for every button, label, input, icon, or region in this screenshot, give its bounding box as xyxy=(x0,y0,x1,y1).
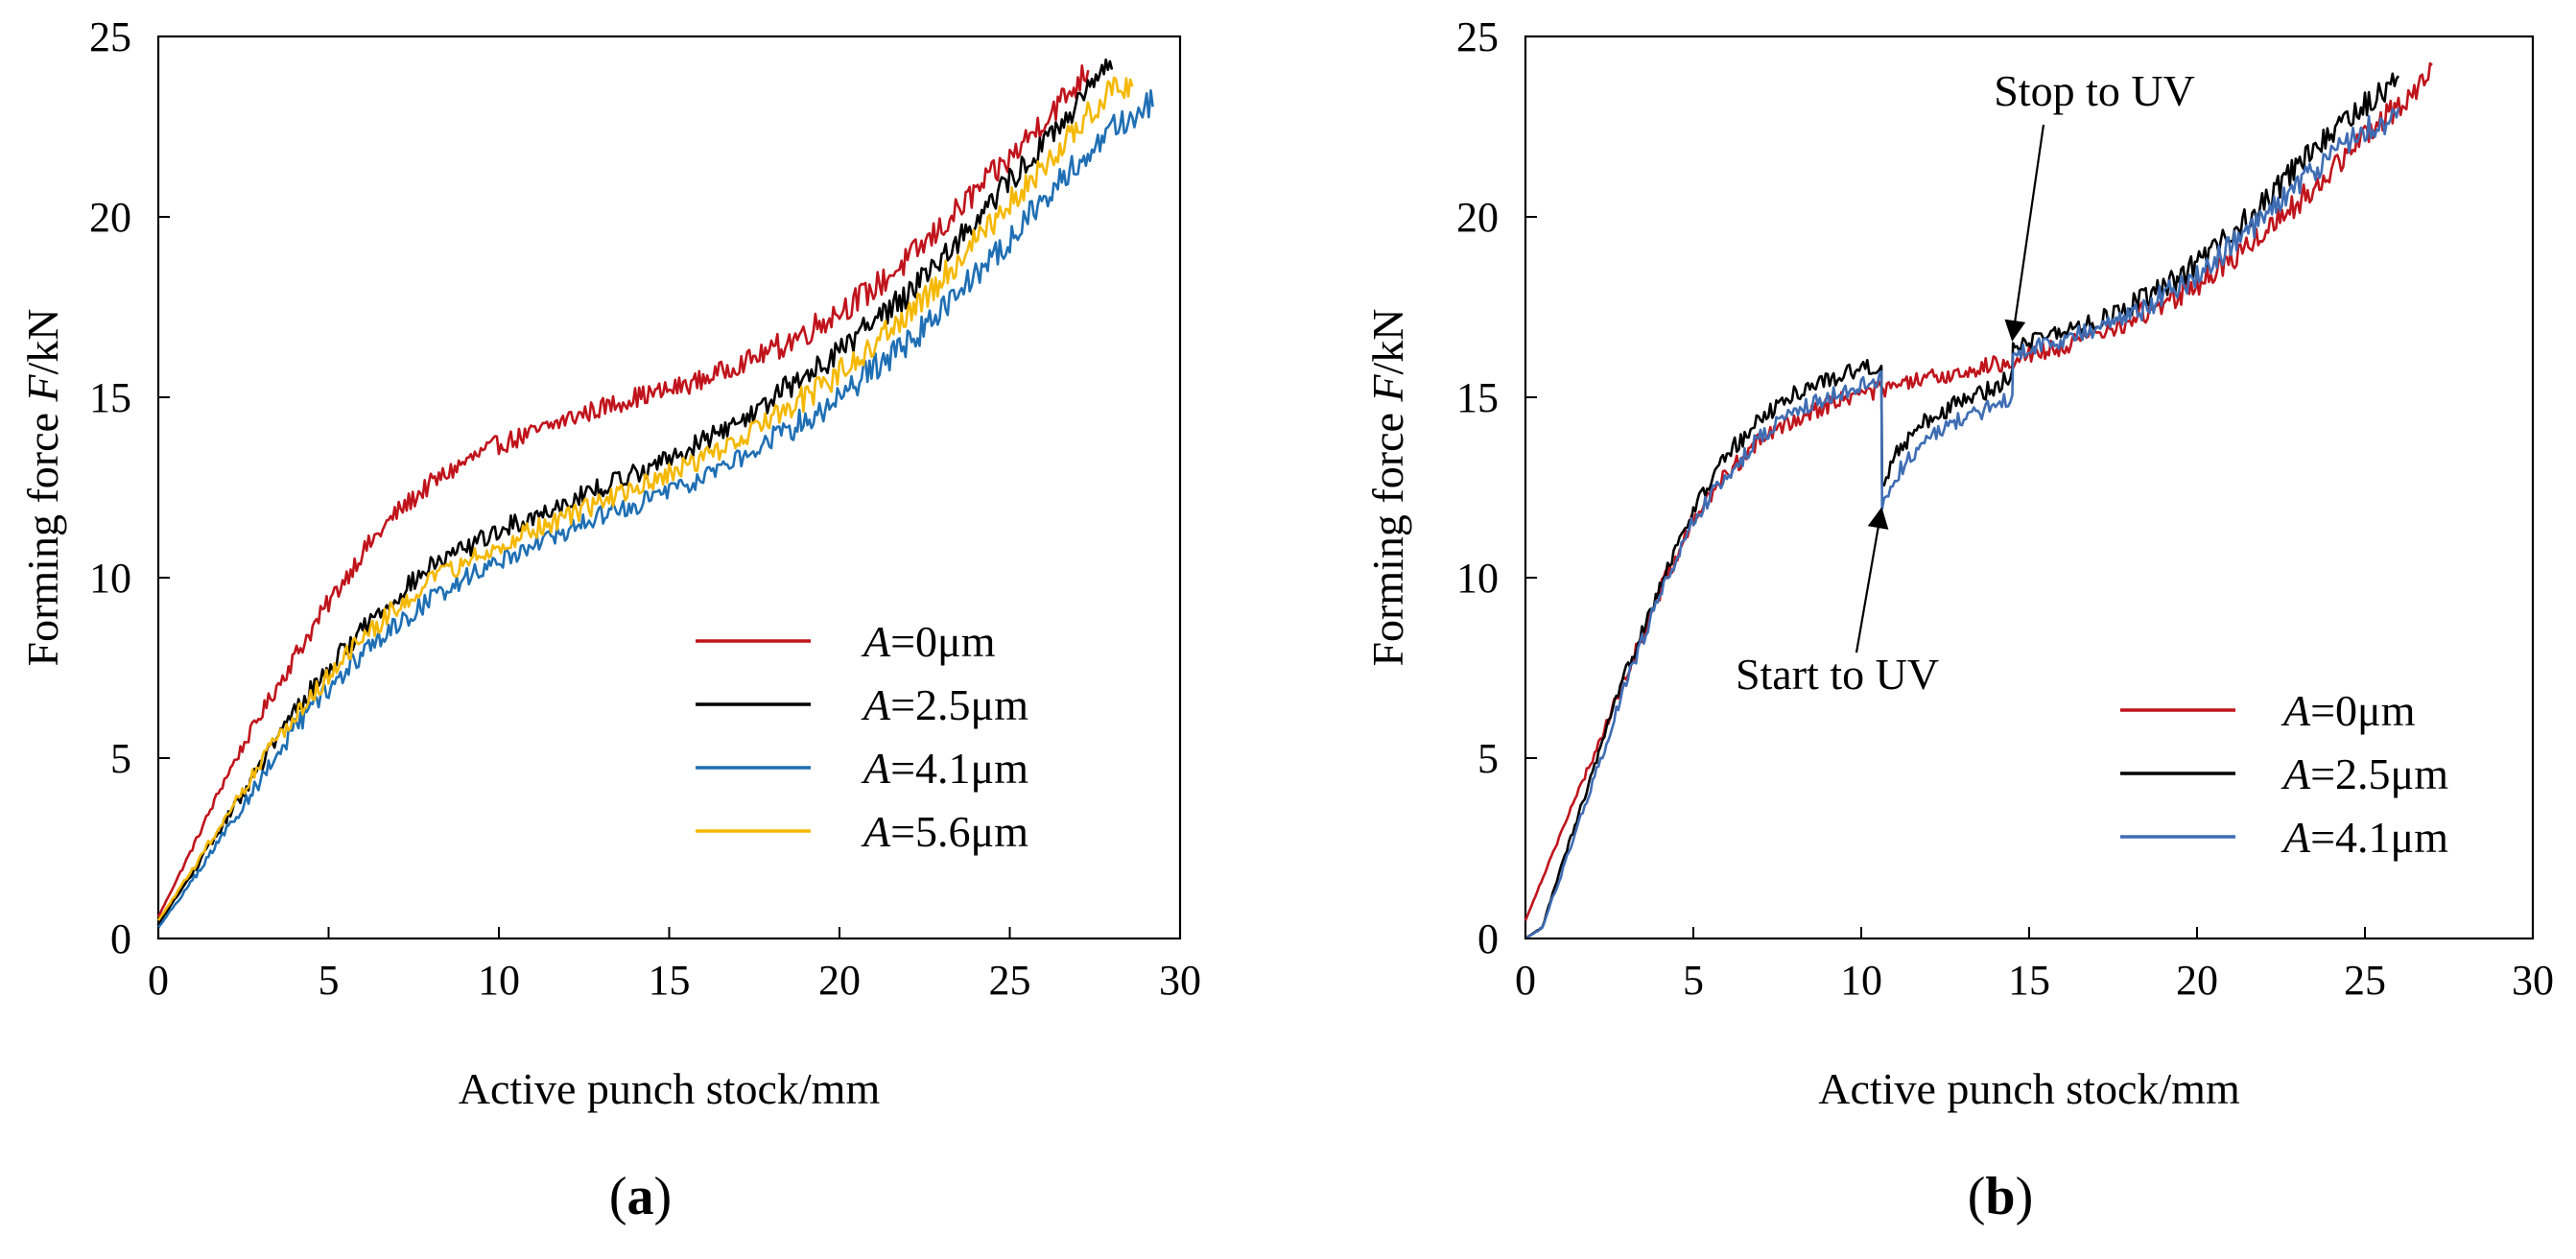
y-tick-label: 5 xyxy=(1477,735,1499,782)
plot-frame xyxy=(1524,35,2535,940)
y-axis-title: Forming force F/kN xyxy=(1363,308,1412,666)
series-line xyxy=(156,64,1090,917)
legend-label-var: A xyxy=(861,617,891,666)
x-tick-label: 20 xyxy=(2176,957,2218,1004)
x-tick-label: 5 xyxy=(1683,957,1704,1004)
y-tick-label: 20 xyxy=(89,194,131,241)
x-tick-label: 30 xyxy=(2512,957,2554,1004)
panel-label-open: ( xyxy=(609,1167,627,1226)
series-line xyxy=(156,76,1134,921)
panel-label-close: ) xyxy=(654,1167,673,1226)
legend-label-value: =4.1μm xyxy=(890,744,1028,793)
x-tick-label: 10 xyxy=(1840,957,1882,1004)
y-axis-title-prefix: Forming force xyxy=(18,402,67,667)
legend-label-var: A xyxy=(861,807,891,856)
panel-label: (a) xyxy=(609,1167,672,1226)
series-line xyxy=(1524,107,2400,940)
annotation-label: Start to UV xyxy=(1736,650,1939,699)
legend-label-value: =2.5μm xyxy=(2310,749,2448,798)
legend-label-value: =0μm xyxy=(2310,686,2416,735)
panel-label: (b) xyxy=(1968,1167,2033,1226)
legend-label-value: =2.5μm xyxy=(890,680,1028,729)
legend-label-var: A xyxy=(2281,813,2311,862)
y-tick-label: 15 xyxy=(89,374,131,421)
y-axis-title-var: F xyxy=(18,374,67,403)
legend-label-var: A xyxy=(2281,686,2311,735)
panel-label-letter: a xyxy=(627,1167,654,1226)
legend-label-var: A xyxy=(861,744,891,793)
legend-label-value: =4.1μm xyxy=(2310,813,2448,862)
y-axis-title-suffix: /kN xyxy=(1363,308,1412,374)
legend-label-value: =0μm xyxy=(890,617,996,666)
legend-label: A=0μm xyxy=(861,617,996,666)
annotation-arrow xyxy=(1855,507,1889,653)
y-tick-label: 0 xyxy=(110,915,131,962)
y-tick-label: 20 xyxy=(1456,194,1499,241)
annotation-arrow xyxy=(2004,124,2045,343)
series-line xyxy=(1524,72,2400,940)
x-axis-title: Active punch stock/mm xyxy=(1818,1064,2240,1113)
x-tick-label: 5 xyxy=(319,957,340,1004)
y-tick-label: 10 xyxy=(1456,555,1499,602)
y-tick-label: 15 xyxy=(1456,374,1499,421)
panel-label-letter: b xyxy=(1985,1167,2015,1226)
legend-label: A=2.5μm xyxy=(861,680,1028,729)
legend-label-value: =5.6μm xyxy=(890,807,1028,856)
x-tick-label: 0 xyxy=(148,957,169,1004)
y-axis-title: Forming force F/kN xyxy=(18,308,67,666)
annotation-label: Stop to UV xyxy=(1994,66,2195,115)
y-tick-label: 5 xyxy=(110,735,131,782)
panel-label-close: ) xyxy=(2016,1167,2034,1226)
legend-label: A=2.5μm xyxy=(2281,749,2448,798)
chart-panel-b: 0 5 10 15 20 25 30 0 5 10 15 20 25 Active punch stock… xyxy=(1363,13,2554,1226)
legend-label: A=4.1μm xyxy=(861,744,1028,793)
x-tick-label: 15 xyxy=(649,957,691,1004)
legend-label-var: A xyxy=(2281,749,2311,798)
y-axis-title-suffix: /kN xyxy=(18,308,67,374)
x-tick-label: 30 xyxy=(1159,957,1201,1004)
x-axis-title: Active punch stock/mm xyxy=(459,1064,881,1113)
x-tick-label: 20 xyxy=(818,957,861,1004)
legend-label-var: A xyxy=(861,680,891,729)
x-tick-label: 10 xyxy=(478,957,520,1004)
x-tick-label: 0 xyxy=(1515,957,1536,1004)
legend-label: A=0μm xyxy=(2281,686,2416,735)
y-tick-label: 0 xyxy=(1477,915,1499,962)
x-tick-label: 25 xyxy=(989,957,1031,1004)
y-tick-label: 25 xyxy=(1456,13,1499,60)
y-tick-label: 10 xyxy=(89,555,131,602)
legend-label: A=5.6μm xyxy=(861,807,1028,856)
x-tick-label: 25 xyxy=(2344,957,2386,1004)
panel-label-open: ( xyxy=(1968,1167,1986,1226)
y-axis-title-prefix: Forming force xyxy=(1363,402,1412,667)
x-tick-label: 15 xyxy=(2008,957,2050,1004)
chart-panel-a: 0 5 10 15 20 25 30 0 5 10 15 20 25 Active punch stock… xyxy=(18,13,1201,1226)
y-axis-title-var: F xyxy=(1363,374,1412,403)
y-tick-label: 25 xyxy=(89,13,131,60)
legend-label: A=4.1μm xyxy=(2281,813,2448,862)
